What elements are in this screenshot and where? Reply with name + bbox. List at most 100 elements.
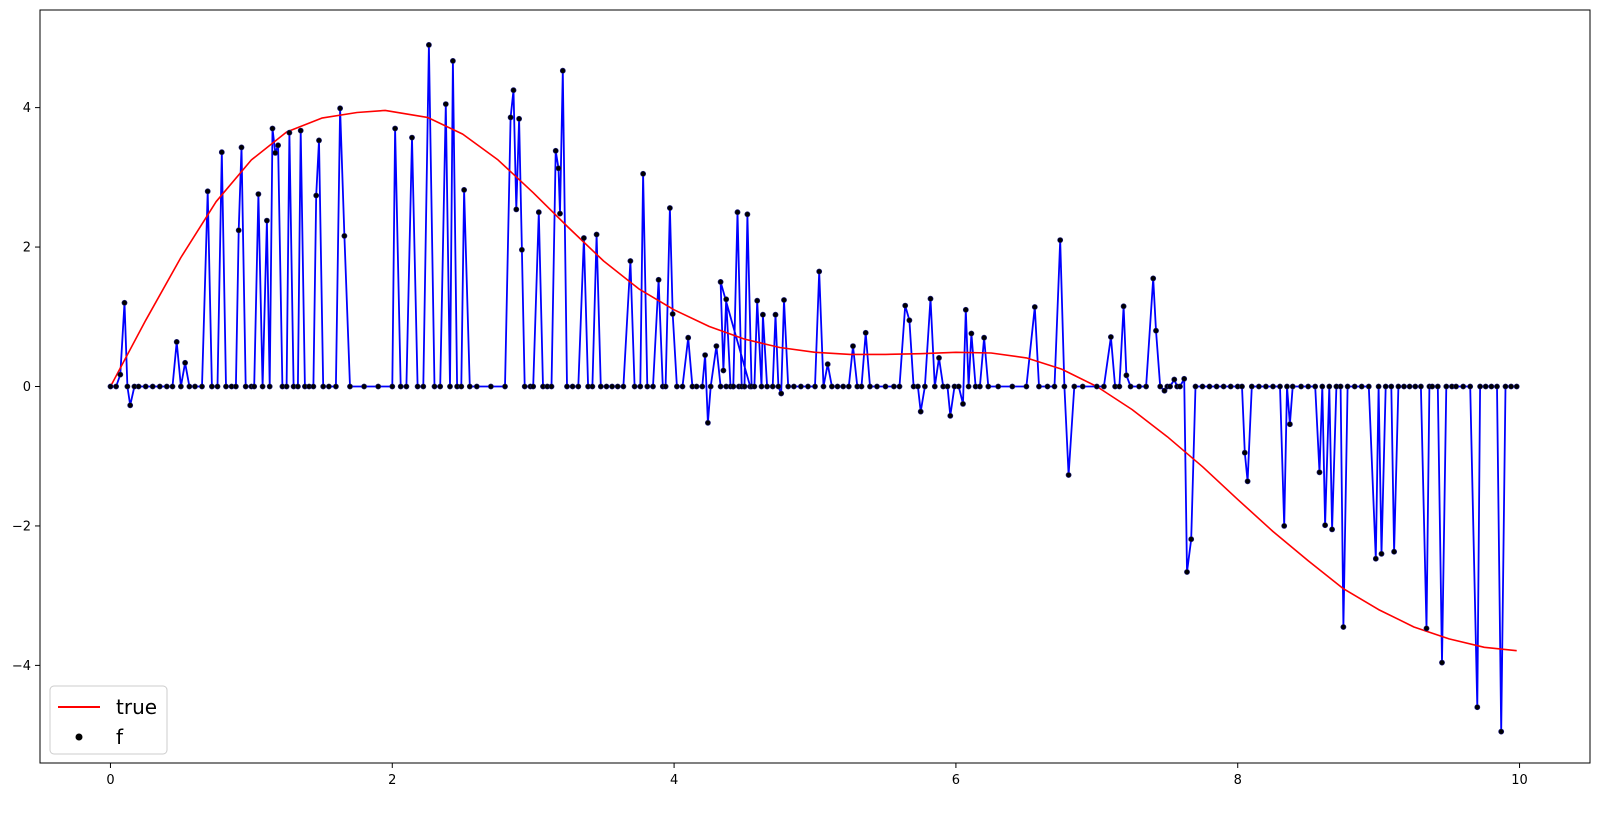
- f-point-203: [1061, 383, 1068, 390]
- f-point-143: [754, 297, 761, 304]
- f-point-174: [906, 317, 913, 324]
- f-point-279: [1443, 383, 1450, 390]
- f-point-126: [717, 383, 724, 390]
- f-point-231: [1206, 383, 1213, 390]
- f-point-20: [208, 383, 215, 390]
- f-point-227: [1184, 569, 1190, 575]
- f-point-7: [135, 383, 142, 390]
- x-tick-label-1: 2: [388, 773, 396, 788]
- f-point-259: [1344, 383, 1351, 390]
- f-point-258: [1340, 624, 1347, 630]
- f-point-212: [1120, 303, 1127, 310]
- f-point-74: [473, 383, 480, 390]
- f-point-222: [1167, 383, 1173, 390]
- f-point-137: [734, 209, 741, 216]
- f-point-121: [699, 383, 706, 390]
- f-point-151: [781, 297, 787, 303]
- f-point-240: [1256, 383, 1262, 390]
- f-point-61: [409, 134, 415, 141]
- f-point-283: [1467, 383, 1474, 390]
- f-point-249: [1305, 383, 1312, 390]
- f-point-237: [1241, 449, 1248, 456]
- f-point-117: [679, 383, 686, 390]
- f-point-149: [775, 383, 782, 390]
- f-point-183: [944, 383, 951, 390]
- f-point-201: [1051, 383, 1058, 390]
- f-point-172: [896, 383, 903, 390]
- f-point-233: [1220, 383, 1227, 390]
- f-point-145: [760, 311, 766, 318]
- f-point-184: [947, 412, 954, 419]
- f-point-197: [1023, 383, 1030, 390]
- f-point-76: [502, 383, 508, 390]
- f-point-53: [341, 232, 348, 239]
- f-point-261: [1358, 383, 1365, 390]
- f-point-161: [834, 383, 841, 390]
- f-point-148: [772, 311, 779, 318]
- f-point-114: [667, 205, 673, 211]
- f-point-244: [1281, 523, 1288, 529]
- f-point-91: [557, 210, 563, 217]
- f-point-34: [266, 383, 273, 390]
- y-axis: −4 −2 0 2 4: [12, 101, 40, 674]
- f-point-40: [286, 129, 293, 136]
- legend-true-label: true: [116, 695, 157, 719]
- f-point-19: [204, 188, 211, 195]
- f-point-284: [1474, 704, 1481, 711]
- f-point-251: [1316, 469, 1323, 476]
- f-point-101: [603, 383, 610, 390]
- f-point-173: [902, 302, 909, 309]
- f-point-276: [1429, 383, 1436, 390]
- f-point-207: [1093, 383, 1100, 390]
- f-point-49: [320, 383, 327, 390]
- x-tick-label-2: 4: [670, 773, 678, 788]
- f-point-282: [1460, 383, 1467, 390]
- f-point-238: [1244, 478, 1251, 485]
- f-point-98: [589, 383, 596, 390]
- f-point-169: [874, 383, 880, 390]
- f-point-160: [829, 383, 835, 390]
- f-point-166: [858, 383, 865, 390]
- f-point-43: [297, 127, 304, 134]
- f-point-241: [1263, 383, 1269, 390]
- f-point-199: [1036, 383, 1042, 390]
- f-point-219: [1157, 383, 1164, 390]
- f-point-5: [127, 402, 134, 409]
- f-point-270: [1401, 383, 1407, 390]
- f-point-198: [1031, 304, 1038, 310]
- f-point-78: [510, 87, 517, 94]
- f-point-140: [744, 211, 751, 218]
- f-point-51: [332, 383, 339, 390]
- f-point-242: [1270, 383, 1276, 390]
- f-point-247: [1289, 383, 1296, 390]
- f-point-33: [263, 217, 270, 224]
- f-point-266: [1382, 383, 1389, 390]
- f-point-152: [785, 383, 792, 390]
- f-point-64: [425, 42, 432, 48]
- f-point-263: [1372, 555, 1379, 562]
- f-point-243: [1277, 383, 1283, 390]
- x-tick-label-4: 8: [1234, 773, 1242, 788]
- f-point-18: [199, 383, 205, 390]
- f-point-57: [389, 383, 396, 390]
- f-point-225: [1177, 383, 1183, 390]
- f-point-176: [915, 383, 921, 390]
- f-point-167: [862, 329, 869, 336]
- f-point-96: [581, 235, 587, 241]
- f-point-147: [769, 383, 776, 390]
- f-point-248: [1298, 383, 1304, 390]
- f-point-291: [1508, 383, 1514, 390]
- f-point-26: [235, 227, 242, 234]
- f-point-159: [824, 361, 831, 368]
- f-point-77: [507, 114, 514, 121]
- f-point-156: [812, 383, 818, 390]
- f-point-62: [414, 383, 421, 390]
- f-point-107: [637, 383, 644, 390]
- series-f-markers: [107, 42, 1520, 735]
- f-point-206: [1079, 383, 1086, 390]
- f-point-12: [169, 383, 176, 390]
- f-point-168: [867, 383, 873, 390]
- y-tick-label-0: −4: [12, 659, 31, 674]
